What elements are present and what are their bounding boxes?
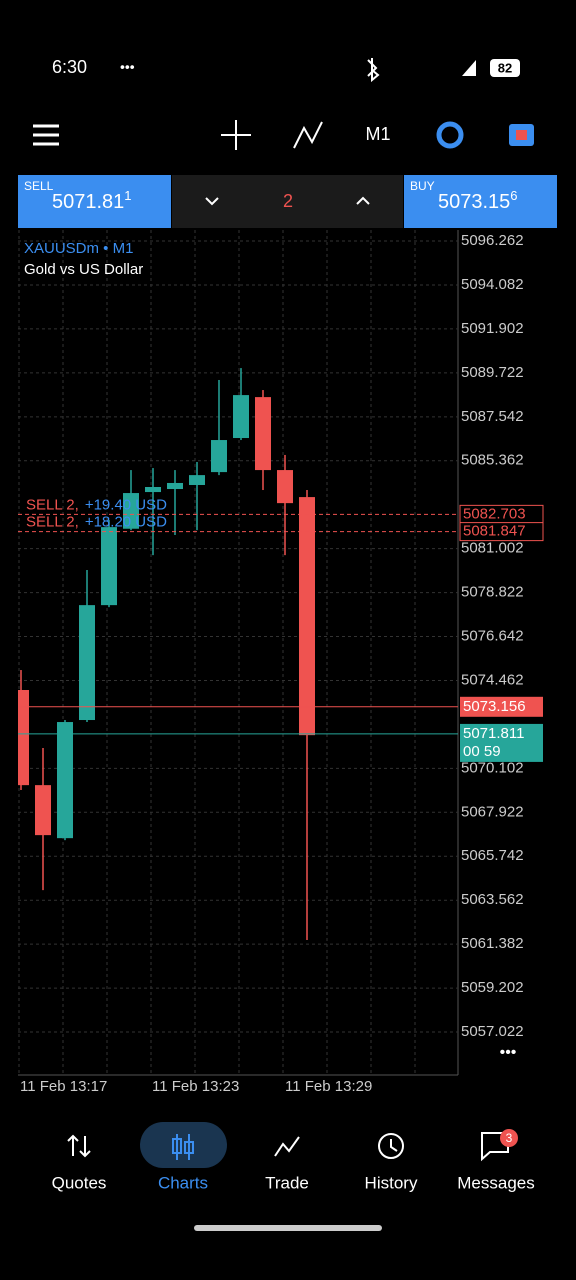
- candle-body: [79, 605, 95, 721]
- volume-down[interactable]: [205, 197, 219, 206]
- volume-up[interactable]: [356, 196, 370, 205]
- history-hands: [390, 1139, 398, 1152]
- buy-label: BUY: [410, 179, 435, 193]
- battery: [490, 59, 520, 77]
- ask-box: [460, 696, 543, 717]
- y-tick-label: 5091.902: [461, 320, 524, 337]
- candle-body: [18, 689, 29, 786]
- history-icon: [378, 1133, 404, 1159]
- objects-button[interactable]: [436, 121, 464, 149]
- nav-item[interactable]: Charts: [158, 1173, 208, 1192]
- order-label: SELL 2, +18.20 USD: [26, 514, 167, 531]
- nav-item[interactable]: History: [365, 1173, 418, 1192]
- volume[interactable]: 2: [283, 191, 293, 211]
- buy-price-main: 5073.15: [438, 191, 510, 213]
- candles: [18, 368, 315, 940]
- candle-body: [35, 785, 51, 836]
- order-label: SELL 2, +19.40 USD: [26, 496, 167, 513]
- order-side: SELL 2,: [26, 496, 79, 513]
- buy-price-sup: 6: [510, 188, 517, 203]
- overlays: SELL 2, +19.40 USD 5082.703 SELL 2, +18.20 U…: [18, 496, 544, 762]
- order-profit: +19.40 USD: [85, 496, 167, 513]
- x-tick-label: 11 Feb 13:17: [20, 1078, 107, 1095]
- y-tick-label: 5063.562: [461, 891, 524, 908]
- y-tick-label: 5085.362: [461, 452, 524, 469]
- candle-body: [57, 722, 73, 839]
- y-tick-label: 5074.462: [461, 671, 524, 688]
- candle-body: [233, 395, 249, 439]
- crosshair-button[interactable]: [221, 120, 251, 150]
- y-tick-label: 5057.022: [461, 1023, 524, 1040]
- sell-price-sup: 1: [124, 188, 131, 203]
- charts-icon: [172, 1134, 194, 1160]
- symbol: XAUUSDm • M1: [24, 240, 133, 257]
- menu-button[interactable]: [33, 124, 59, 146]
- timeframe-button[interactable]: M1: [365, 124, 390, 144]
- bid-price: 5071.811: [463, 725, 524, 742]
- nav-item[interactable]: Messages: [457, 1173, 534, 1192]
- sell-label: SELL: [24, 179, 54, 193]
- x-tick-label: 11 Feb 13:29: [285, 1078, 372, 1095]
- badge-count: 3: [506, 1131, 513, 1145]
- trade-icon: [274, 1136, 300, 1157]
- y-tick-label: 5076.642: [461, 628, 524, 645]
- y-tick-label: 5096.262: [461, 232, 524, 249]
- y-tick-label: 5087.542: [461, 408, 524, 425]
- candle-body: [189, 475, 205, 485]
- y-tick-label: 5089.722: [461, 364, 524, 381]
- signal-icon: [462, 60, 476, 76]
- symbol-description: Gold vs US Dollar: [24, 261, 143, 278]
- sell-price: 5071.811: [52, 188, 132, 213]
- candle-body: [145, 487, 161, 493]
- bid-box: [460, 723, 543, 762]
- status-icons: [367, 58, 380, 83]
- x-tick-label: 11 Feb 13:23: [152, 1078, 239, 1095]
- order-side: SELL 2,: [26, 514, 79, 531]
- y-tick-label: 5061.382: [461, 935, 524, 952]
- notification-dots: •••: [120, 59, 135, 75]
- clock: 6:30: [52, 57, 87, 77]
- grid: 5096.262 5094.082 5091.902 5089.722 5087.542…: [18, 230, 524, 1095]
- nav-item[interactable]: Trade: [265, 1173, 309, 1192]
- order-price-box: [459, 522, 544, 542]
- y-tick-label: 5067.922: [461, 803, 524, 820]
- more-button[interactable]: •••: [500, 1044, 517, 1061]
- candle-body: [101, 527, 117, 606]
- y-tick-label: 5081.002: [461, 540, 524, 557]
- trade-icon: [516, 130, 527, 140]
- order-profit: +18.20 USD: [85, 514, 167, 531]
- candle-body: [255, 397, 271, 471]
- candle-body: [167, 482, 183, 490]
- candle-body: [277, 470, 293, 504]
- nav-item[interactable]: Quotes: [52, 1173, 107, 1192]
- candle-body: [211, 440, 227, 473]
- nav-bar: Quotes Charts Trade History Messages: [52, 1173, 535, 1192]
- y-tick-label: 5078.822: [461, 584, 524, 601]
- order-price: 5081.847: [463, 523, 526, 540]
- sell-price-main: 5071.81: [52, 191, 124, 213]
- buy-button[interactable]: [404, 175, 557, 228]
- home-indicator: [194, 1225, 382, 1231]
- sell-button[interactable]: [18, 175, 171, 228]
- battery-level: 82: [498, 60, 512, 75]
- y-tick-label: 5059.202: [461, 979, 524, 996]
- badge: [500, 1129, 518, 1147]
- buy-price: 5073.156: [438, 188, 518, 213]
- y-tick-label: 5094.082: [461, 276, 524, 293]
- countdown: 00 59: [463, 743, 501, 760]
- order-price: 5082.703: [463, 505, 526, 522]
- ask-price: 5073.156: [463, 698, 526, 715]
- active-tab-pill: [140, 1122, 227, 1168]
- y-tick-label: 5065.742: [461, 847, 524, 864]
- candle-body: [123, 493, 139, 529]
- indicators-button[interactable]: [293, 121, 323, 149]
- y-tick-label: 5070.102: [461, 759, 524, 776]
- candle-body: [299, 497, 315, 736]
- quotes-icon: [67, 1134, 91, 1158]
